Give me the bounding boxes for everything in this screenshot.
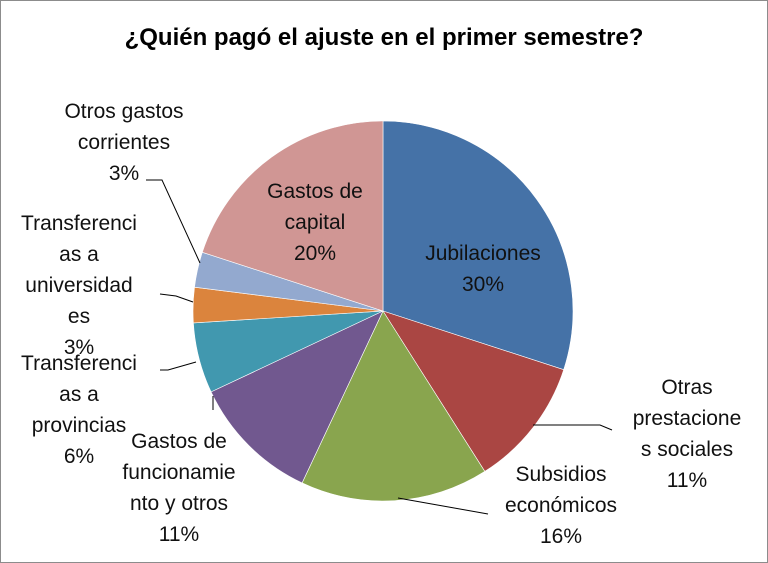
- slice-label-line: Gastos de: [131, 430, 227, 453]
- slice-label-line: corrientes: [77, 131, 171, 154]
- slice-label-line: s sociales: [640, 438, 734, 461]
- leader-line-4: [160, 361, 197, 371]
- slice-label-7: Gastos de capital 20%: [240, 176, 390, 269]
- slice-label-1: Otras prestacione s sociales 11%: [612, 372, 762, 496]
- slice-label-line: 16%: [539, 525, 583, 548]
- pie-slice-0: [382, 120, 574, 371]
- slice-label-line: 3%: [63, 336, 95, 359]
- leader-line-5: [159, 293, 194, 303]
- slice-label-line: Transferenci: [21, 212, 137, 235]
- slice-label-line: Subsidios: [515, 463, 607, 486]
- slice-label-line: económicos: [504, 494, 618, 517]
- slice-label-line: 30%: [461, 273, 505, 296]
- pie-slice-3: [210, 310, 384, 484]
- slice-label-line: Otras: [661, 376, 713, 399]
- pie-slice-7: [201, 120, 384, 312]
- pie-slice-2: [301, 310, 486, 502]
- slice-label-3: Gastos de funcionamie nto y otros 11%: [94, 426, 264, 550]
- slice-label-line: es: [67, 305, 91, 328]
- slice-label-line: prestacione: [632, 407, 742, 430]
- leader-line-2: [397, 497, 489, 515]
- pie-slice-1: [382, 310, 565, 472]
- slice-label-line: 11%: [666, 469, 708, 492]
- leader-line-6: [146, 179, 201, 264]
- slice-label-line: 20%: [293, 242, 337, 265]
- slice-label-line: universidad: [25, 274, 133, 297]
- slice-label-line: Transferenci: [21, 352, 137, 375]
- slice-label-line: capital: [284, 211, 346, 234]
- slice-label-line: Jubilaciones: [425, 242, 541, 265]
- slice-label-line: 3%: [108, 162, 140, 185]
- slice-label-2: Subsidios económicos 16%: [486, 459, 636, 552]
- slice-label-line: funcionamie: [122, 461, 236, 484]
- slice-label-line: as a: [59, 383, 99, 406]
- slice-label-line: 11%: [158, 523, 200, 546]
- slice-label-line: provincias: [31, 414, 127, 437]
- leader-line-1: [533, 424, 613, 431]
- slice-label-4: Transferenci as a provincias 6%: [4, 348, 154, 472]
- slice-label-5: Transferenci as a universidad es 3%: [4, 208, 154, 363]
- slice-label-line: 6%: [63, 445, 95, 468]
- slice-label-line: as a: [59, 243, 99, 266]
- slice-label-6: Otros gastos corrientes 3%: [44, 96, 204, 189]
- slice-label-0: Jubilaciones 30%: [398, 238, 568, 300]
- slice-label-line: Gastos de: [267, 180, 363, 203]
- slice-label-line: nto y otros: [129, 492, 229, 515]
- chart-title: ¿Quién pagó el ajuste en el primer semes…: [124, 24, 644, 51]
- slice-label-line: Otros gastos: [64, 100, 184, 123]
